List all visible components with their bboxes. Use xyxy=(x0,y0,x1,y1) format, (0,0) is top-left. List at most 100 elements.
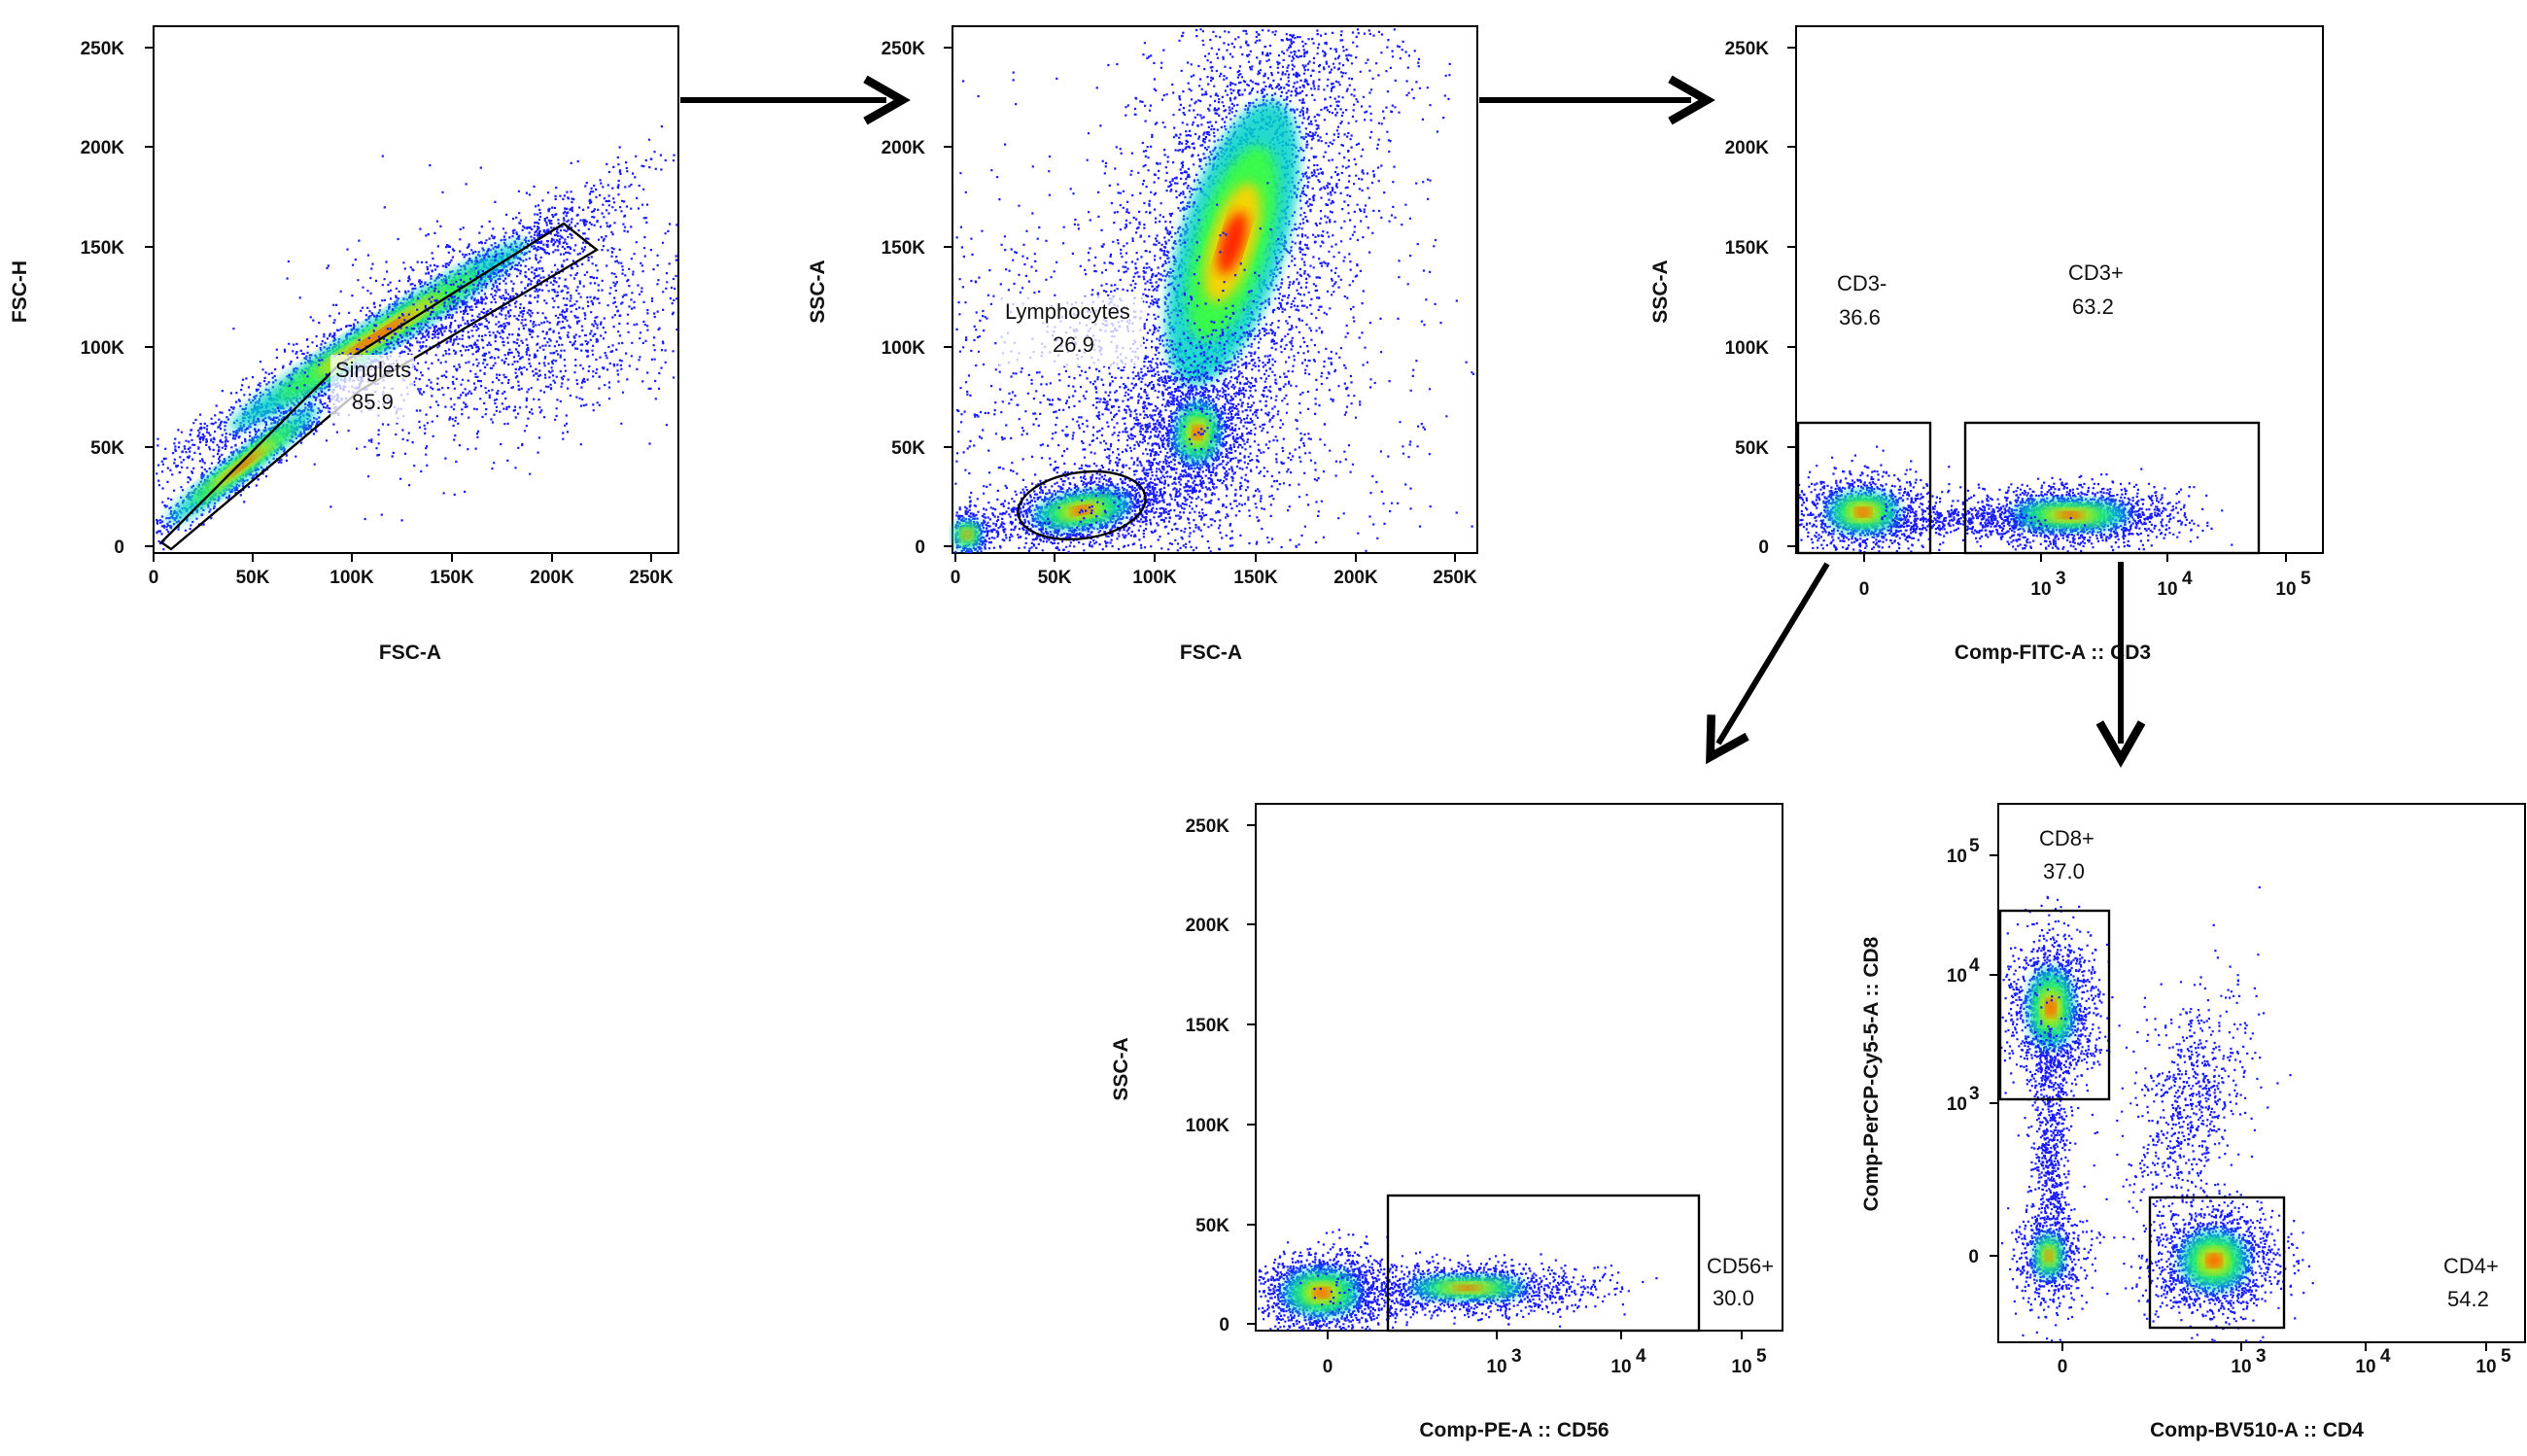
y-tick-label: 0 xyxy=(1219,1315,1229,1335)
y-tick-labels: 0 50K 100K 150K 200K 250K xyxy=(1725,39,1796,558)
x-tick-exponent: 4 xyxy=(2380,1346,2391,1367)
y-tick-label: 0 xyxy=(915,537,925,558)
y-axis-label: SSC-A xyxy=(1649,260,1672,323)
y-tick-labels: 0 50K 100K 150K 200K 250K xyxy=(1186,816,1256,1335)
y-axis-label: SSC-A xyxy=(807,260,829,323)
x-tick-label: 10 xyxy=(1610,1357,1631,1377)
x-tick-label: 150K xyxy=(430,568,474,588)
x-tick-label: 0 xyxy=(951,568,961,588)
plot-singlets: Singlets 85.9 0 50K 100K 150K 200K 250K 0 50K 1… xyxy=(9,25,679,664)
y-tick-label: 250K xyxy=(882,39,926,59)
gate-name: Singlets xyxy=(335,358,411,382)
plot-lymphocytes: Lymphocytes 26.9 0 50K 100K 150K 200K 250K 0 5… xyxy=(807,25,1478,664)
event-dots xyxy=(232,155,678,522)
density-core xyxy=(2045,998,2057,1018)
y-tick-label: 10 xyxy=(1947,966,1967,987)
x-tick-label: 0 xyxy=(2058,1357,2068,1377)
cd8-pos-gate xyxy=(1998,909,2111,1101)
gate-name: CD4+ xyxy=(2443,1254,2499,1278)
x-tick-label: 0 xyxy=(1859,579,1870,600)
data-points xyxy=(1258,1229,1658,1332)
x-tick-exponent: 5 xyxy=(1756,1346,1767,1367)
y-tick-exponent: 5 xyxy=(1969,836,1980,856)
x-tick-exponent: 4 xyxy=(2182,569,2193,589)
density-core xyxy=(346,314,412,357)
x-tick-exponent: 3 xyxy=(2256,1346,2267,1367)
gate-name: CD3+ xyxy=(2068,260,2124,285)
gate-name: CD8+ xyxy=(2039,826,2094,850)
y-tick-label: 250K xyxy=(81,39,125,59)
gate-label-bg xyxy=(330,355,414,423)
x-axis-label: Comp-FITC-A :: CD3 xyxy=(1955,641,2151,664)
x-tick-labels: 0 50K 100K 150K 200K 250K xyxy=(149,553,674,588)
y-tick-label: 100K xyxy=(1725,338,1770,359)
y-tick-label: 200K xyxy=(1725,138,1770,158)
x-tick-label: 250K xyxy=(629,568,674,588)
x-tick-label: 10 xyxy=(2157,579,2177,600)
x-tick-labels: 0 50K 100K 150K 200K 250K xyxy=(951,553,1477,588)
gate-value: 30.0 xyxy=(1713,1286,1754,1310)
data-points xyxy=(1798,445,2233,554)
x-tick-exponent: 4 xyxy=(1636,1346,1646,1367)
y-tick-label: 150K xyxy=(882,238,926,259)
x-axis-label: Comp-PE-A :: CD56 xyxy=(1419,1419,1609,1441)
x-tick-label: 250K xyxy=(1433,568,1477,588)
x-tick-label: 10 xyxy=(2275,579,2296,600)
y-tick-label: 200K xyxy=(882,138,926,158)
x-tick-label: 50K xyxy=(236,568,270,588)
density-core xyxy=(1192,425,1203,440)
x-tick-label: 100K xyxy=(329,568,374,588)
x-axis-label: Comp-BV510-A :: CD4 xyxy=(2150,1419,2364,1441)
arrow-cd3neg-to-cd56 xyxy=(1706,562,1830,765)
y-tick-label: 150K xyxy=(81,238,125,259)
x-tick-exponent: 5 xyxy=(2301,569,2311,589)
density-core xyxy=(1854,507,1872,517)
x-tick-label: 100K xyxy=(1132,568,1177,588)
plot-frame xyxy=(952,25,1478,554)
x-tick-label: 10 xyxy=(1486,1357,1506,1377)
y-tick-label: 100K xyxy=(81,338,125,359)
density-core xyxy=(1313,1287,1331,1299)
event-dots xyxy=(1881,507,2087,538)
density-core xyxy=(2206,1254,2222,1267)
lymphocytes-gate xyxy=(1017,469,1147,541)
x-tick-label: 150K xyxy=(1233,568,1278,588)
data-points xyxy=(2000,885,2314,1342)
density-core xyxy=(1454,1285,1481,1291)
plot-frame xyxy=(1997,803,2526,1343)
gate-value: 63.2 xyxy=(2072,295,2114,319)
y-axis-label: FSC-H xyxy=(9,260,31,323)
y-tick-label: 0 xyxy=(1968,1247,1979,1267)
gate-value: 37.0 xyxy=(2043,859,2085,884)
plot-frame xyxy=(1255,803,1783,1332)
x-tick-label: 50K xyxy=(1038,568,1072,588)
event-dots xyxy=(2083,885,2292,1272)
y-tick-label: 100K xyxy=(1186,1116,1230,1136)
y-tick-labels: 0 50K 100K 150K 200K 250K xyxy=(81,39,154,558)
y-tick-label: 0 xyxy=(114,537,124,558)
x-tick-label: 0 xyxy=(1323,1357,1333,1377)
gate-value: 54.2 xyxy=(2447,1287,2489,1311)
plot-cd3: CD3- 36.6 CD3+ 63.2 0 50K 100K 150K 200K 250K… xyxy=(1649,25,2324,664)
y-tick-label: 0 xyxy=(1758,537,1769,558)
gate-label-bg xyxy=(999,296,1143,366)
y-tick-label: 200K xyxy=(1186,916,1230,936)
x-axis-label: FSC-A xyxy=(1180,641,1242,664)
y-tick-label: 100K xyxy=(882,338,926,359)
y-tick-label: 10 xyxy=(1947,847,1967,867)
x-tick-label: 200K xyxy=(1333,568,1378,588)
x-tick-label: 10 xyxy=(2475,1357,2496,1377)
y-tick-label: 200K xyxy=(81,138,125,158)
cd4-pos-gate xyxy=(2148,1196,2286,1330)
y-axis-label: SSC-A xyxy=(1110,1037,1132,1100)
density-core xyxy=(2045,1250,2053,1262)
y-tick-label: 250K xyxy=(1186,816,1230,837)
density-core xyxy=(225,451,260,478)
density-core xyxy=(2057,511,2084,519)
x-tick-label: 0 xyxy=(149,568,159,588)
